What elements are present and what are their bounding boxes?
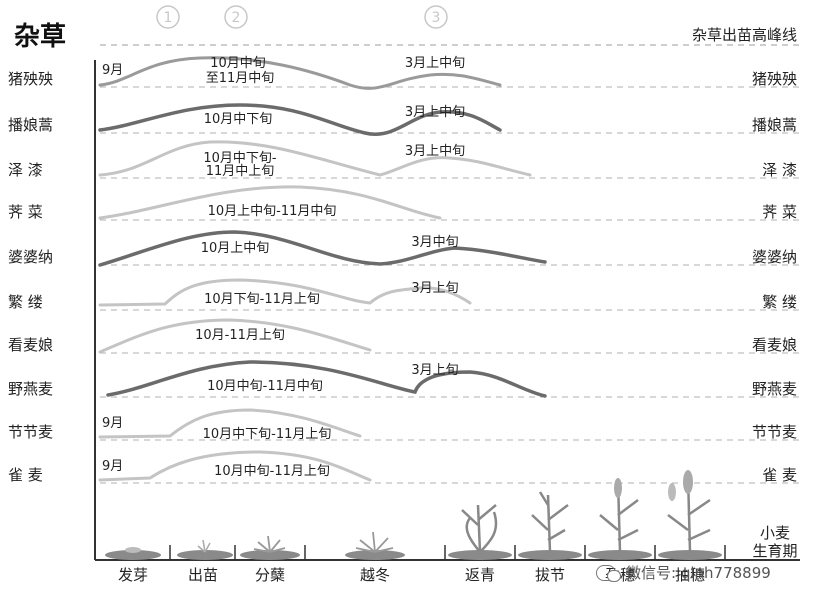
emergence-period-label: 3月上旬 <box>411 363 458 378</box>
weed-name-right: 播娘蒿 <box>752 116 797 134</box>
emergence-curve <box>98 230 547 267</box>
emergence-period-label: 10月中下旬 <box>204 112 273 127</box>
weed-name-left: 看麦娘 <box>8 336 53 354</box>
emergence-curve <box>98 140 532 177</box>
wheat-booting-icon <box>599 478 639 553</box>
emergence-period-label: 3月上旬 <box>411 281 458 296</box>
weed-name-left: 野燕麦 <box>8 380 53 398</box>
weed-row-3: 泽 漆 泽 漆 10月中下旬-11月中上旬 3月上中旬 <box>8 140 800 179</box>
watermark-text: 微信号: qlnh778899 <box>626 564 771 582</box>
wheat-label-line2: 生育期 <box>752 542 797 560</box>
peak-marker-2: 2 <box>224 5 248 29</box>
watermark: 微信号: qlnh778899 <box>596 562 771 583</box>
wheat-tiller-icon <box>253 535 286 553</box>
weed-row-8: 野燕麦 野燕麦 10月中旬-11月中旬 3月上旬 <box>8 360 800 398</box>
emergence-period-label: 3月上中旬 <box>405 144 465 159</box>
stage-ticks <box>169 545 726 560</box>
emergence-period-label: 10月上中旬-11月中旬 <box>208 204 337 219</box>
emergence-period-label: 3月中旬 <box>411 235 458 250</box>
emergence-period-label: 10月下旬-11月上旬 <box>204 292 320 307</box>
stage-label-6: 拔节 <box>535 566 565 584</box>
stage-label-8: 抽穗 <box>675 566 705 584</box>
emergence-curve <box>98 103 502 136</box>
peak-marker-3: 3 <box>424 5 448 29</box>
wheat-regreen-icon <box>461 504 498 553</box>
weed-name-left: 播娘蒿 <box>8 116 53 134</box>
emergence-curve <box>106 360 547 398</box>
emergence-curve <box>98 318 372 354</box>
emergence-period-label: 3月上中旬 <box>405 56 465 71</box>
emergence-period-label: 10月中旬-11月中旬 <box>207 379 323 394</box>
emergence-curve <box>98 278 472 307</box>
svg-text:3: 3 <box>432 10 441 26</box>
weed-name-right: 猪殃殃 <box>752 70 797 88</box>
weed-name-left: 节节麦 <box>8 423 53 441</box>
weed-name-right: 荠 菜 <box>762 203 797 221</box>
wheat-overwinter-icon <box>355 531 394 553</box>
weed-name-left: 婆婆纳 <box>8 248 53 266</box>
wheat-sprout-icon <box>197 539 211 553</box>
wheat-label-line1: 小麦 <box>760 524 790 542</box>
weed-name-left: 猪殃殃 <box>8 70 53 88</box>
weed-row-6: 繁 缕 繁 缕 10月下旬-11月上旬 3月上旬 <box>8 278 800 311</box>
weed-name-right: 野燕麦 <box>752 380 797 398</box>
emergence-period-label: 10月中旬 <box>210 56 266 71</box>
weed-row-10: 雀 麦 雀 麦 9月 10月中旬-11月上旬 <box>8 450 800 484</box>
weed-name-left: 泽 漆 <box>8 161 43 179</box>
emergence-curve <box>98 408 362 439</box>
weed-name-left: 荠 菜 <box>8 203 43 221</box>
weed-name-right: 雀 麦 <box>762 466 797 484</box>
wheat-heading-icon <box>667 470 711 553</box>
emergence-period-label: 10月中下旬-11月上旬 <box>203 427 332 442</box>
emergence-period-label: 10月-11月上旬 <box>195 328 285 343</box>
stage-label-2: 出苗 <box>188 566 218 584</box>
weed-name-left: 雀 麦 <box>8 466 43 484</box>
stage-label-1: 发芽 <box>118 566 148 584</box>
start-month-label: 9月 <box>102 459 123 474</box>
svg-text:1: 1 <box>164 10 173 26</box>
svg-text:2: 2 <box>232 10 241 26</box>
weed-row-4: 荠 菜 荠 菜 10月上中旬-11月中旬 <box>8 185 800 221</box>
emergence-period-label: 至11月中旬 <box>206 71 275 86</box>
wheat-jointing-icon <box>531 491 569 553</box>
emergence-curve <box>98 450 372 482</box>
wheat-seed-icon <box>125 547 141 553</box>
weed-name-right: 泽 漆 <box>762 161 797 179</box>
emergence-period-label: 10月上中旬 <box>201 241 270 256</box>
weed-name-right: 婆婆纳 <box>752 248 797 266</box>
weed-name-left: 繁 缕 <box>8 293 43 311</box>
emergence-period-label: 3月上中旬 <box>405 105 465 120</box>
peak-line-label: 杂草出苗高峰线 <box>692 26 797 44</box>
emergence-period-label: 11月中上旬 <box>206 164 275 179</box>
weed-name-right: 繁 缕 <box>762 293 797 311</box>
weed-row-5: 婆婆纳 婆婆纳 10月上中旬 3月中旬 <box>8 230 800 267</box>
emergence-period-label: 10月中下旬- <box>203 151 277 166</box>
wechat-icon <box>596 564 621 582</box>
weed-row-7: 看麦娘 看麦娘 10月-11月上旬 <box>8 318 800 354</box>
diagram-title: 杂草 <box>14 22 66 52</box>
weed-name-right: 节节麦 <box>752 423 797 441</box>
stage-label-4: 越冬 <box>360 566 390 584</box>
weed-row-2: 播娘蒿 播娘蒿 10月中下旬 3月上中旬 <box>8 103 800 136</box>
start-month-label: 9月 <box>102 63 123 78</box>
stage-label-3: 分蘖 <box>255 566 285 584</box>
emergence-curve <box>98 56 502 90</box>
peak-marker-1: 1 <box>156 5 180 29</box>
stage-label-5: 返青 <box>465 566 495 584</box>
emergence-curve <box>98 185 442 220</box>
weed-name-right: 看麦娘 <box>752 336 797 354</box>
weed-row-9: 节节麦 节节麦 9月 10月中下旬-11月上旬 <box>8 408 800 442</box>
emergence-period-label: 10月中旬-11月上旬 <box>214 464 330 479</box>
start-month-label: 9月 <box>102 416 123 431</box>
ground-mounds <box>105 550 722 560</box>
